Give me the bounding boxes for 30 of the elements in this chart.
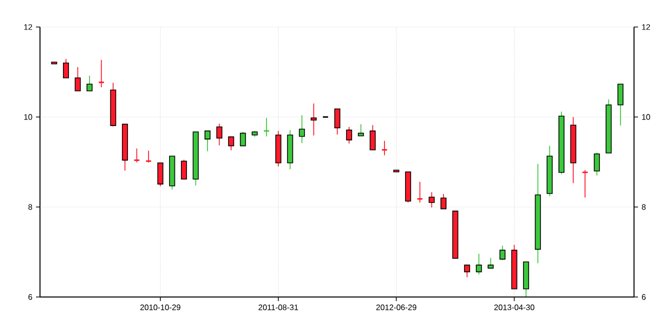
candlestick [370, 124, 376, 150]
candlestick [428, 192, 435, 208]
candlestick [228, 136, 234, 151]
candlestick [582, 170, 588, 198]
candlestick [216, 123, 222, 146]
candlestick [594, 152, 600, 176]
candlestick [62, 58, 69, 78]
candlestick [346, 126, 352, 144]
candlestick [263, 117, 270, 137]
candlestick [488, 257, 494, 269]
candlestick [334, 108, 340, 135]
candlestick [180, 159, 187, 180]
candlestick [617, 84, 624, 126]
candlestick [499, 245, 506, 261]
candlestick [476, 253, 482, 275]
candlestick [416, 181, 424, 203]
candlestick [204, 130, 211, 152]
candlestick [145, 150, 152, 163]
candlestick [98, 59, 105, 88]
candlestick [298, 114, 305, 144]
candlestick [74, 66, 81, 92]
candlestick [440, 194, 446, 210]
candlestick [381, 140, 388, 156]
candlestick [310, 103, 317, 136]
candlestick [464, 264, 470, 278]
candlestick [240, 131, 246, 146]
candlestick [157, 162, 164, 187]
candlestick [86, 75, 93, 92]
candlestick [358, 124, 364, 136]
candlestick [133, 148, 140, 163]
